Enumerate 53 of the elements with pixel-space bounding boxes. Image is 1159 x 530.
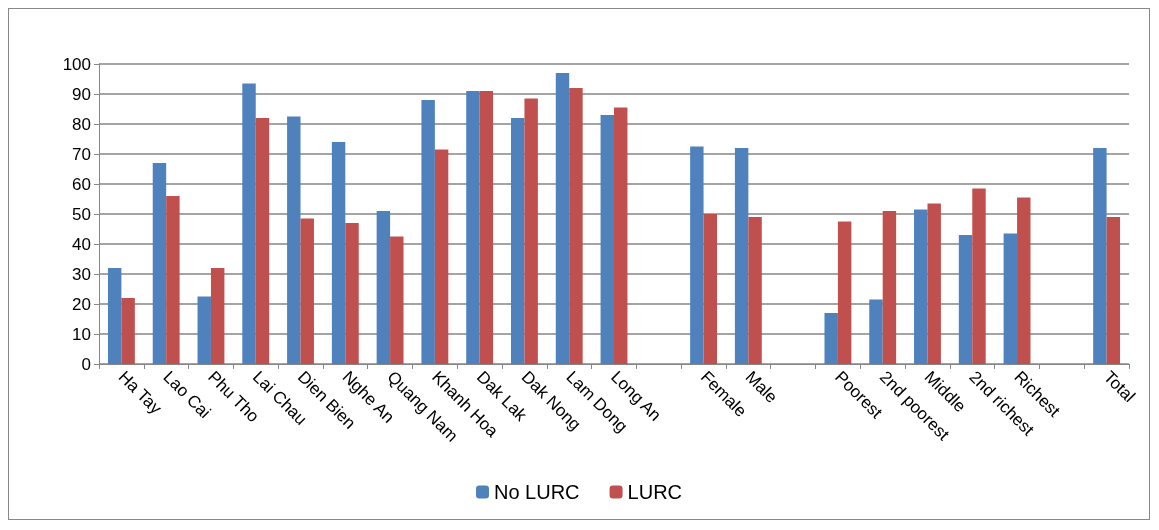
bar — [287, 116, 301, 364]
y-tick-label: 100 — [62, 54, 91, 74]
bar — [927, 203, 941, 364]
bar — [555, 73, 570, 364]
bar — [107, 268, 122, 364]
bar — [703, 214, 717, 364]
legend-label: LURC — [627, 481, 683, 503]
bar — [479, 91, 494, 364]
bar — [824, 313, 838, 364]
bar — [1003, 233, 1018, 364]
bar — [466, 91, 480, 364]
bar — [345, 223, 359, 364]
y-tick-label: 90 — [72, 84, 91, 104]
bar — [869, 299, 883, 364]
bar — [434, 149, 449, 364]
bar — [914, 209, 928, 364]
bar — [1017, 197, 1031, 364]
bar — [331, 142, 346, 364]
bar — [600, 115, 614, 364]
bar — [569, 88, 583, 364]
bar — [734, 148, 749, 364]
y-tick-label: 70 — [72, 144, 91, 164]
bar — [121, 298, 135, 364]
bar — [390, 236, 404, 364]
y-tick-label: 20 — [72, 294, 91, 314]
bar — [1093, 148, 1107, 364]
bar — [1106, 217, 1121, 364]
bar — [210, 268, 225, 364]
bar — [614, 107, 628, 364]
y-tick-label: 30 — [72, 264, 91, 284]
y-tick-label: 80 — [72, 114, 91, 134]
y-tick-label: 50 — [72, 204, 91, 224]
bar — [300, 218, 314, 364]
bar — [376, 211, 391, 364]
bar — [958, 235, 973, 364]
bar — [972, 188, 986, 364]
bar — [524, 98, 538, 364]
y-tick-label: 10 — [72, 324, 91, 344]
bar — [255, 118, 270, 364]
legend-label: No LURC — [493, 481, 580, 503]
bar — [421, 100, 435, 364]
y-tick-label: 40 — [72, 234, 91, 254]
bar — [242, 83, 256, 364]
bar — [690, 146, 704, 364]
bar — [882, 211, 897, 364]
bar — [152, 163, 167, 364]
bar — [511, 118, 525, 364]
y-tick-label: 60 — [72, 174, 91, 194]
bar — [197, 296, 211, 364]
bar — [166, 196, 180, 364]
y-tick-label: 0 — [81, 354, 91, 374]
bar — [837, 221, 852, 364]
bar — [748, 217, 762, 364]
